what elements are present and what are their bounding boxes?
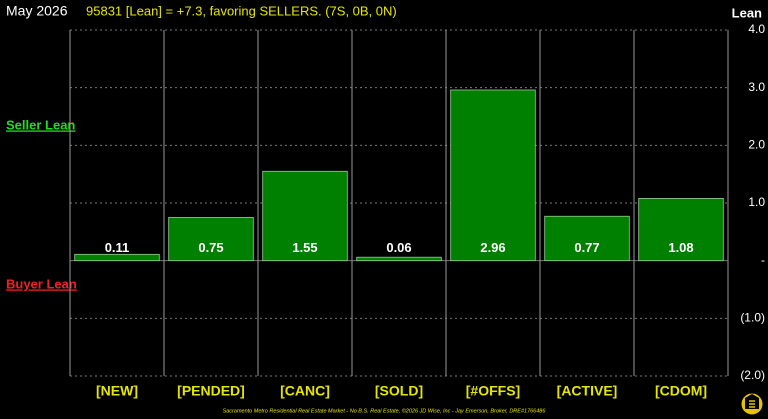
- y-tick-label: (2.0): [740, 368, 765, 382]
- x-tick-label: [CDOM]: [655, 383, 707, 399]
- value-label: 0.75: [198, 240, 223, 255]
- x-tick-label: [#OFFS]: [466, 383, 520, 399]
- bar: [638, 197, 724, 262]
- bar: [74, 253, 160, 262]
- seller-lean-label: Seller Lean: [6, 117, 75, 132]
- y-tick-label: (1.0): [740, 311, 765, 325]
- buyer-lean-label: Buyer Lean: [6, 276, 77, 291]
- footer: Sacramento Metro Residential Real Estate…: [223, 407, 547, 414]
- value-label: 0.11: [105, 240, 130, 255]
- value-label: 1.55: [292, 240, 317, 255]
- x-tick-label: [PENDED]: [177, 383, 245, 399]
- y-tick-label: 4.0: [748, 22, 765, 36]
- x-tick-label: [CANC]: [280, 383, 330, 399]
- logo: [740, 392, 764, 416]
- chart-subtitle: 95831 [Lean] = +7.3, favoring SELLERS. (…: [86, 3, 397, 18]
- y-tick-label: 3.0: [748, 80, 765, 94]
- x-tick-label: [NEW]: [96, 383, 138, 399]
- x-tick-label: [SOLD]: [375, 383, 423, 399]
- bar: [262, 170, 348, 262]
- value-label: 1.08: [668, 240, 693, 255]
- value-label: 0.77: [574, 240, 599, 255]
- value-label: 0.06: [386, 240, 411, 255]
- y-tick-label: 1.0: [748, 195, 765, 209]
- bar: [450, 89, 536, 262]
- y-tick-label: -: [761, 253, 765, 267]
- bar: [168, 217, 254, 262]
- y-tick-label: 2.0: [748, 138, 765, 152]
- x-tick-label: [ACTIVE]: [557, 383, 618, 399]
- chart-title: May 2026: [6, 3, 68, 19]
- value-label: 2.96: [480, 240, 505, 255]
- y-axis-label: Lean: [732, 5, 762, 20]
- bar: [544, 215, 630, 262]
- bar: [356, 256, 442, 262]
